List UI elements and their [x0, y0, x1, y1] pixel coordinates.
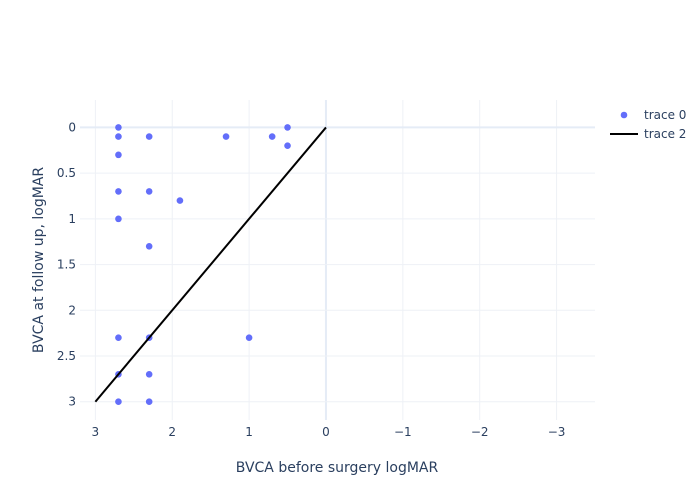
- x-tick-label: −2: [471, 425, 489, 439]
- legend-label: trace 0: [644, 108, 686, 122]
- y-tick-label: 0: [68, 120, 76, 134]
- data-point: [245, 334, 253, 342]
- x-axis-title: BVCA before surgery logMAR: [236, 460, 439, 476]
- data-point: [145, 398, 153, 406]
- plot-series: [94, 124, 327, 406]
- x-tick-label: 0: [322, 425, 330, 439]
- legend-item[interactable]: trace 0: [620, 108, 687, 122]
- legend-label: trace 2: [644, 127, 686, 141]
- legend-item[interactable]: trace 2: [610, 127, 686, 141]
- data-point: [115, 215, 122, 223]
- y-tick-label: 2.5: [57, 349, 76, 363]
- y-tick-label: 1.5: [57, 258, 76, 272]
- y-axis-title: BVCA at follow up, logMAR: [31, 167, 47, 353]
- data-point: [176, 197, 184, 204]
- data-point: [284, 142, 291, 150]
- x-tick-label: 2: [168, 425, 176, 439]
- data-point: [115, 334, 122, 342]
- reference-line: [94, 126, 327, 403]
- x-tick-label: 3: [92, 425, 100, 439]
- data-point: [145, 242, 153, 250]
- data-point: [115, 398, 122, 406]
- legend[interactable]: trace 0 trace 2: [610, 108, 686, 141]
- legend-marker-swatch: [620, 111, 628, 119]
- grid-lines: [80, 100, 595, 420]
- data-point: [115, 124, 122, 131]
- y-tick-label: 1: [68, 212, 76, 226]
- data-point: [145, 370, 153, 378]
- plot-background: [80, 100, 595, 420]
- x-tick-label: 1: [245, 425, 253, 439]
- data-point: [284, 124, 291, 131]
- x-tick-label: −3: [548, 425, 566, 439]
- x-tick-label: −1: [394, 425, 412, 439]
- y-tick-label: 2: [68, 303, 76, 317]
- y-axis-ticks: 0 0.5 1 1.5 2 2.5 3: [57, 120, 76, 408]
- y-tick-label: 3: [68, 395, 76, 409]
- data-point: [115, 133, 122, 140]
- data-point: [268, 133, 276, 140]
- y-tick-label: 0.5: [57, 166, 76, 180]
- data-point: [145, 133, 153, 140]
- data-point: [115, 188, 122, 195]
- data-point: [115, 151, 122, 159]
- data-point: [145, 188, 153, 195]
- x-axis-ticks: 3 2 1 0 −1 −2 −3: [92, 425, 566, 439]
- data-point: [222, 133, 230, 140]
